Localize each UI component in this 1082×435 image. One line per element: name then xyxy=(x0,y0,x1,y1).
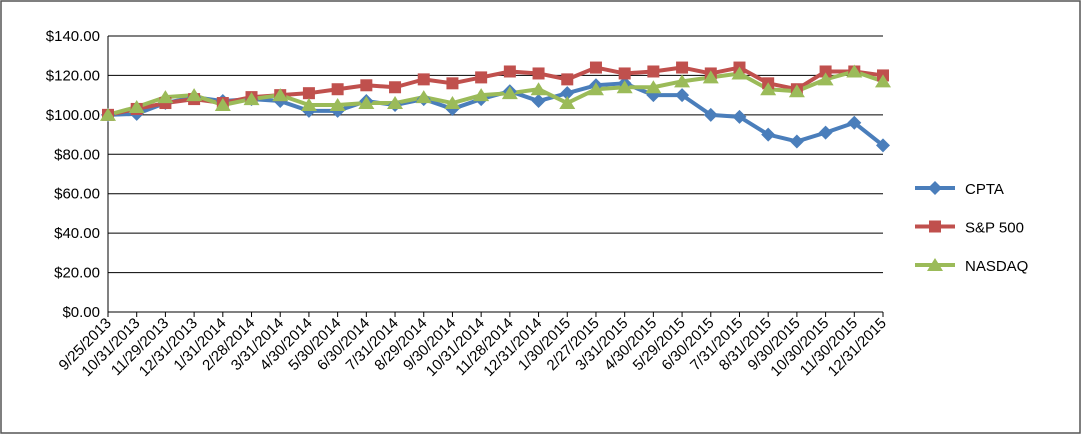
marker xyxy=(243,92,260,106)
marker xyxy=(559,96,576,110)
marker xyxy=(732,109,747,124)
marker xyxy=(876,138,890,153)
marker xyxy=(186,88,203,102)
marker xyxy=(446,77,459,90)
marker xyxy=(589,61,602,74)
marker xyxy=(300,98,317,111)
marker xyxy=(157,90,174,104)
marker xyxy=(358,96,375,110)
marker xyxy=(530,82,547,96)
marker xyxy=(927,258,943,271)
marker xyxy=(587,82,604,96)
marker xyxy=(928,181,942,195)
marker xyxy=(647,65,660,78)
marker xyxy=(531,94,546,109)
marker xyxy=(503,65,516,78)
marker xyxy=(560,86,575,101)
marker xyxy=(389,81,402,94)
marker xyxy=(760,82,777,96)
marker xyxy=(847,115,862,130)
y-tick-label: $140.00 xyxy=(46,28,100,45)
marker xyxy=(761,127,776,142)
marker xyxy=(703,107,718,122)
marker xyxy=(731,66,748,80)
marker xyxy=(819,65,832,78)
y-tick-label: $40.00 xyxy=(54,225,100,242)
y-tick-label: $0.00 xyxy=(62,304,100,321)
marker xyxy=(618,67,631,80)
marker xyxy=(387,96,404,110)
marker xyxy=(302,87,315,100)
marker xyxy=(788,84,805,98)
legend-label: S&P 500 xyxy=(965,220,1024,237)
marker xyxy=(360,79,373,92)
y-tick-label: $80.00 xyxy=(54,146,100,163)
marker xyxy=(846,64,863,78)
marker xyxy=(415,90,432,104)
marker xyxy=(214,98,231,111)
marker xyxy=(875,74,891,88)
marker xyxy=(817,72,834,86)
marker xyxy=(100,107,116,121)
marker xyxy=(473,88,490,102)
y-tick-label: $20.00 xyxy=(54,265,100,282)
marker xyxy=(929,220,941,233)
marker xyxy=(676,61,689,74)
y-tick-label: $100.00 xyxy=(46,107,100,124)
marker xyxy=(417,73,430,86)
marker xyxy=(616,80,633,94)
marker xyxy=(475,71,488,84)
series-line xyxy=(107,69,884,117)
marker xyxy=(532,67,545,80)
marker xyxy=(444,96,461,110)
marker xyxy=(501,86,518,100)
marker xyxy=(272,88,289,102)
legend-label: CPTA xyxy=(965,181,1004,198)
y-tick-label: $60.00 xyxy=(54,186,100,203)
marker xyxy=(702,70,719,84)
marker xyxy=(674,74,691,88)
marker xyxy=(675,88,690,103)
marker xyxy=(128,99,145,113)
marker xyxy=(818,125,833,140)
marker xyxy=(645,80,662,94)
y-tick-label: $120.00 xyxy=(46,67,100,84)
marker xyxy=(561,73,574,86)
legend-label: NASDAQ xyxy=(965,258,1028,275)
marker xyxy=(789,134,804,149)
marker xyxy=(331,83,344,96)
marker xyxy=(329,98,346,111)
